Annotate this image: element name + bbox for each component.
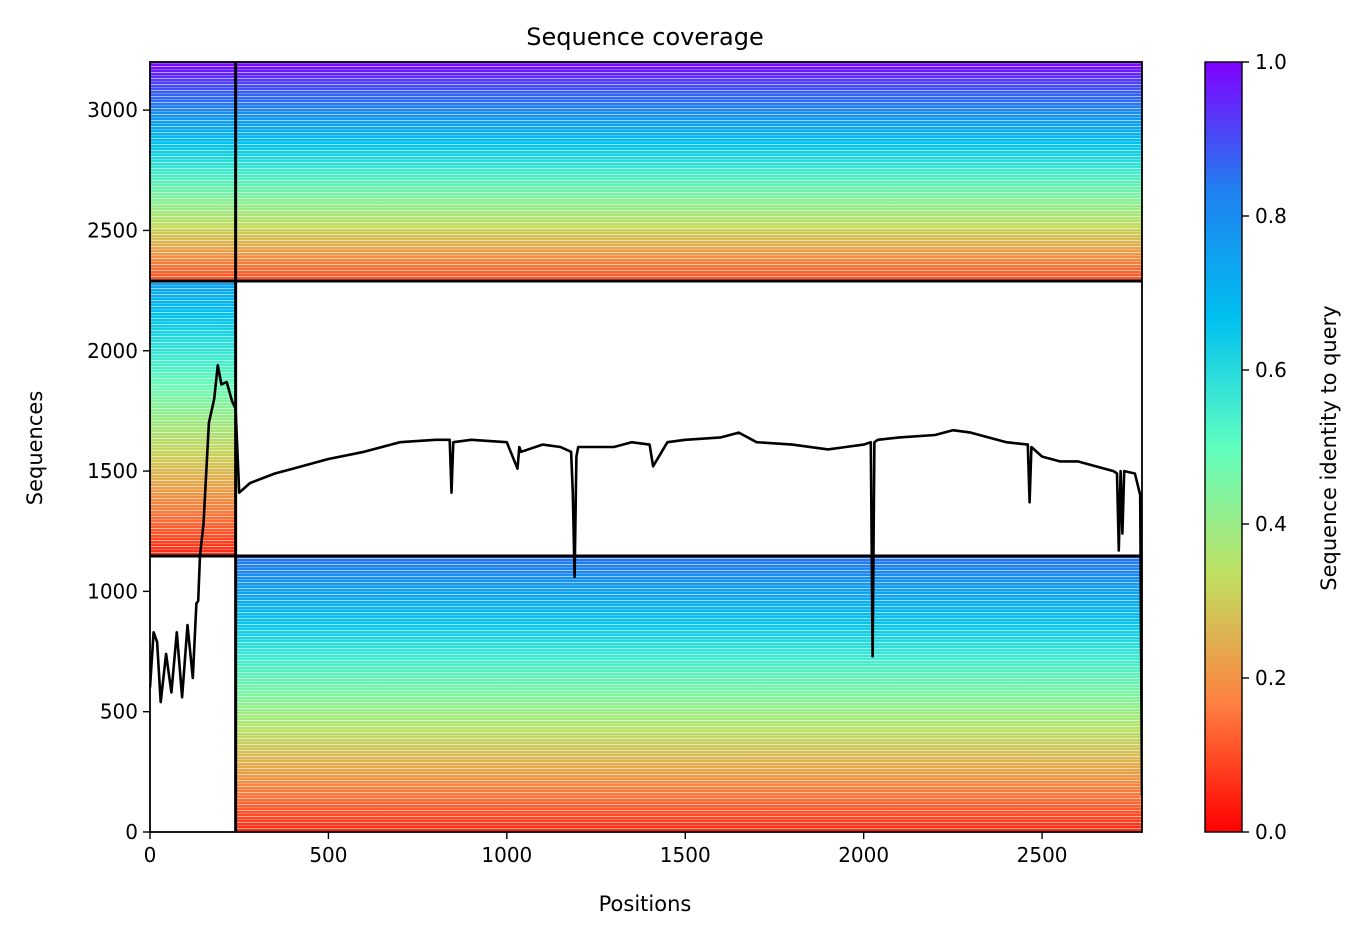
colorbar-tick-label: 0.0 (1255, 820, 1287, 844)
coverage-block-texture (235, 556, 1142, 832)
chart-title: Sequence coverage (526, 23, 763, 51)
colorbar (1204, 61, 1243, 833)
coverage-block-texture (150, 280, 236, 557)
x-tick-label: 0 (144, 843, 157, 867)
y-tick-label: 500 (100, 700, 138, 724)
x-tick-label: 500 (309, 843, 347, 867)
colorbar-tick-label: 0.6 (1255, 358, 1287, 382)
y-tick-label: 1000 (87, 579, 138, 603)
coverage-line (150, 363, 1142, 796)
x-axis-label: Positions (599, 892, 692, 916)
x-tick-label: 1500 (660, 843, 711, 867)
x-tick-label: 1000 (481, 843, 532, 867)
plot-frame (149, 61, 1143, 833)
y-tick-label: 2500 (87, 218, 138, 242)
coverage-block-texture (235, 62, 1142, 281)
colorbar-tick-label: 0.8 (1255, 204, 1287, 228)
colorbar-tick-label: 0.2 (1255, 666, 1287, 690)
x-tick-label: 2000 (838, 843, 889, 867)
y-tick-label: 1500 (87, 459, 138, 483)
colorbar-tick-label: 1.0 (1255, 50, 1287, 74)
colorbar-tick-label: 0.4 (1255, 512, 1287, 536)
y-tick-label: 2000 (87, 339, 138, 363)
coverage-block-texture (150, 62, 236, 281)
x-tick-label: 2500 (1017, 843, 1068, 867)
colorbar-label: Sequence identity to query (1317, 305, 1341, 590)
y-tick-label: 3000 (87, 98, 138, 122)
y-tick-label: 0 (125, 820, 138, 844)
y-axis-label: Sequences (23, 391, 47, 506)
